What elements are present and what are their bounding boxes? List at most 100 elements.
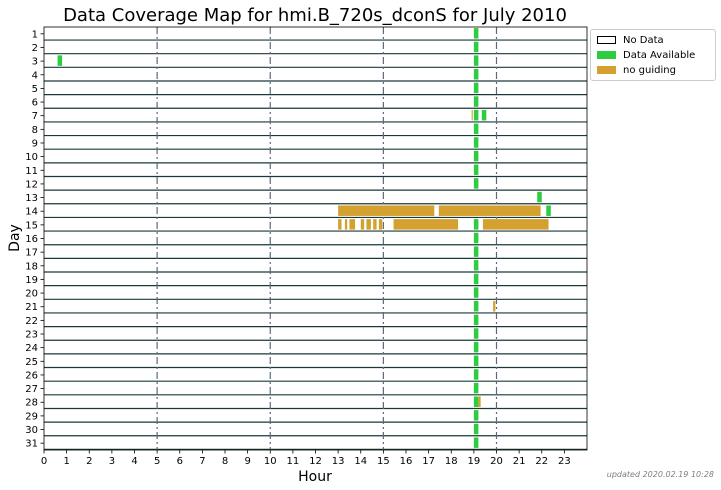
coverage-segment <box>473 341 479 353</box>
legend-item-no-data: No Data <box>597 34 664 46</box>
coverage-segment <box>478 396 481 407</box>
coverage-segment <box>482 219 549 230</box>
day-rows <box>44 39 587 450</box>
x-tick-label: 19 <box>468 456 481 467</box>
coverage-segment <box>473 41 479 53</box>
coverage-segment <box>349 219 356 230</box>
coverage-segment <box>473 260 479 271</box>
y-tick-label: 7 <box>32 111 38 122</box>
legend-item-data-available: Data Available <box>597 49 695 61</box>
y-tick-label: 23 <box>25 330 38 341</box>
legend-swatch-no-data <box>597 36 616 44</box>
x-tick-label: 0 <box>41 456 47 467</box>
legend-label: no guiding <box>623 64 676 76</box>
x-tick-label: 1 <box>63 456 69 467</box>
coverage-segment <box>473 69 479 80</box>
y-tick-label: 12 <box>25 179 38 190</box>
y-tick-label: 25 <box>25 357 38 368</box>
coverage-segment <box>338 219 342 230</box>
y-tick-label: 2 <box>32 43 38 54</box>
coverage-segment <box>473 396 479 407</box>
y-tick-label: 16 <box>25 234 38 245</box>
coverage-segment <box>360 219 365 230</box>
coverage-segment <box>473 437 479 448</box>
x-axis-label: Hour <box>298 469 332 485</box>
coverage-segment <box>378 219 383 230</box>
coverage-segment <box>473 314 479 326</box>
y-tick-label: 21 <box>25 302 38 313</box>
coverage-segment <box>373 219 377 230</box>
y-tick-label: 22 <box>25 316 38 327</box>
y-tick-label: 1 <box>32 29 38 40</box>
coverage-segment <box>473 410 479 421</box>
coverage-segment <box>473 164 479 176</box>
legend-item-no-guiding: no guiding <box>597 64 676 76</box>
coverage-segment <box>366 219 371 230</box>
y-tick-label: 19 <box>25 275 38 286</box>
y-tick-label: 24 <box>25 343 38 354</box>
x-tick-label: 20 <box>490 456 503 467</box>
coverage-segment <box>473 382 479 394</box>
y-tick-label: 20 <box>25 289 38 300</box>
coverage-segment <box>473 123 479 135</box>
coverage-segment <box>344 219 348 230</box>
y-tick-label: 18 <box>25 261 38 272</box>
x-tick-label: 22 <box>535 456 548 467</box>
y-tick-label: 10 <box>25 152 38 163</box>
x-tick-label: 10 <box>264 456 277 467</box>
coverage-segment <box>473 82 479 94</box>
updated-timestamp: updated 2020.02.19 10:28 <box>606 470 714 479</box>
y-axis-label: Day <box>7 224 23 252</box>
plot-frame <box>43 26 588 451</box>
y-axis-ticks: 1234567891011121314151617181920212223242… <box>25 29 44 450</box>
coverage-segment <box>546 205 551 216</box>
x-axis-ticks: 0 1 2 3 4 5 6 7 8 9 10 11 12 13 14 15 16 17 18 19 20 21 22 23 <box>41 450 571 467</box>
y-tick-label: 9 <box>32 138 38 149</box>
y-tick-label: 4 <box>32 70 38 81</box>
legend-swatch-no-guiding <box>597 66 616 74</box>
x-tick-label: 16 <box>400 456 413 467</box>
y-tick-label: 13 <box>25 193 38 204</box>
coverage-segment <box>493 300 496 312</box>
y-tick-label: 26 <box>25 370 38 381</box>
coverage-segment <box>473 328 479 339</box>
x-tick-label: 6 <box>177 456 183 467</box>
legend-label: Data Available <box>623 49 696 61</box>
legend-swatch-data-available <box>597 51 616 59</box>
coverage-segment <box>473 55 479 66</box>
coverage-segment <box>473 232 479 244</box>
coverage-segment <box>473 369 479 380</box>
y-tick-label: 6 <box>32 98 38 109</box>
coverage-segment <box>473 287 479 298</box>
y-tick-label: 29 <box>25 411 38 422</box>
x-tick-label: 5 <box>154 456 160 467</box>
x-tick-label: 21 <box>513 456 526 467</box>
legend-label: No Data <box>623 34 664 46</box>
coverage-segment <box>438 205 541 216</box>
y-tick-label: 17 <box>25 248 38 259</box>
hour-dividers <box>156 27 498 450</box>
coverage-segment <box>393 219 459 230</box>
x-tick-label: 14 <box>354 456 367 467</box>
x-tick-label: 17 <box>422 456 435 467</box>
y-tick-label: 14 <box>25 207 38 218</box>
x-tick-label: 4 <box>131 456 137 467</box>
coverage-segment <box>481 109 487 121</box>
x-tick-label: 9 <box>244 456 250 467</box>
coverage-segment <box>473 273 479 285</box>
coverage-segment <box>473 96 479 107</box>
x-tick-label: 13 <box>332 456 345 467</box>
x-tick-label: 7 <box>199 456 205 467</box>
coverage-segment <box>471 109 473 121</box>
coverage-segments <box>57 28 551 448</box>
x-tick-label: 8 <box>222 456 228 467</box>
coverage-segment <box>473 219 479 230</box>
coverage-segment <box>473 150 479 162</box>
coverage-segment <box>57 55 63 66</box>
y-tick-label: 11 <box>25 166 38 177</box>
x-tick-label: 18 <box>445 456 458 467</box>
coverage-segment <box>473 423 479 435</box>
y-tick-label: 5 <box>32 84 38 95</box>
chart-title: Data Coverage Map for hmi.B_720s_dconS f… <box>63 5 567 26</box>
